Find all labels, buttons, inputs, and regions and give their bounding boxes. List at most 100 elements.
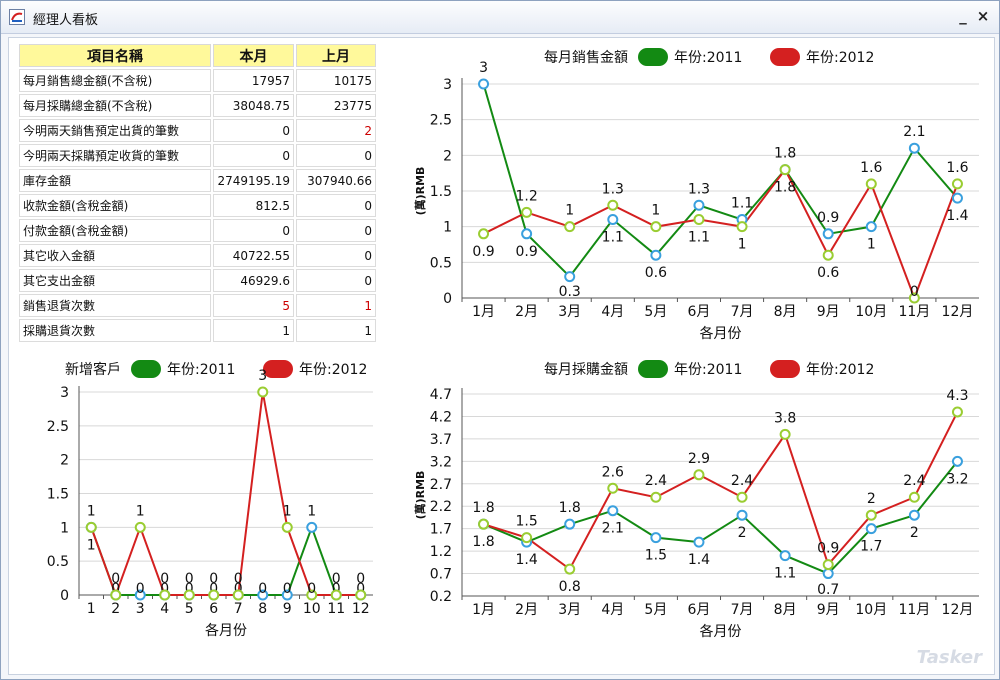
row-last-month-value: 0	[296, 219, 376, 242]
x-axis-title: 各月份	[205, 623, 247, 639]
row-last-month-value: 0	[296, 244, 376, 267]
x-tick-label: 2	[111, 601, 120, 617]
legend-label-0: 年份:2011	[674, 362, 742, 378]
row-last-month-value: 0	[296, 144, 376, 167]
data-point	[736, 221, 748, 233]
data-label: 0	[111, 581, 120, 597]
dashboard-content: 項目名稱 本月 上月 每月銷售總金額(不含稅) 17957 10175 每月採購總金額…	[8, 37, 995, 675]
row-this-month-value: 0	[213, 219, 294, 242]
x-tick-label: 12	[352, 601, 370, 617]
x-tick-label: 1月	[472, 304, 495, 320]
y-tick-label: 3.7	[430, 432, 452, 448]
data-label: 1.1	[688, 230, 710, 246]
minimize-button[interactable]: _	[959, 7, 967, 25]
y-tick-label: 0.5	[430, 255, 452, 271]
data-label: 0.8	[559, 579, 581, 595]
row-label: 今明兩天採購預定收貨的筆數	[19, 144, 211, 167]
y-tick-label: 2.2	[430, 499, 452, 515]
data-label: 0	[910, 284, 919, 300]
data-label: 1.2	[515, 188, 537, 204]
row-this-month-value: 1	[213, 319, 294, 342]
data-point	[865, 523, 877, 535]
x-tick-label: 2月	[515, 304, 538, 320]
data-point	[951, 406, 963, 418]
sales-chart: 每月銷售金額 年份:2011 年份:2012 0 0.5 1 1.5 2 2.5 3 1月 2月 3月 4…	[413, 48, 979, 342]
x-tick-label: 11月	[898, 602, 930, 618]
data-label: 1.3	[688, 181, 710, 197]
table-body: 每月銷售總金額(不含稅) 17957 10175 每月採購總金額(不含稅) 38048.…	[19, 69, 376, 342]
series-line-0	[482, 83, 959, 279]
table-row: 每月採購總金額(不含稅) 38048.75 23775	[19, 94, 376, 117]
header-this-month: 本月	[213, 44, 294, 67]
data-label: 1	[87, 503, 96, 519]
data-point	[908, 292, 920, 304]
x-tick-label: 3月	[558, 304, 581, 320]
chart-title: 每月採購金額	[544, 362, 628, 378]
tasker-watermark: Tasker	[916, 647, 982, 668]
data-label: 1	[651, 203, 660, 219]
close-button[interactable]: ×	[976, 7, 990, 25]
y-tick-label: 2.5	[47, 419, 69, 435]
data-label: 1.4	[946, 208, 968, 224]
legend-label-1: 年份:2012	[299, 362, 367, 378]
row-label: 銷售退貨次數	[19, 294, 211, 317]
row-last-month-value: 23775	[296, 94, 376, 117]
title-bar[interactable]: 經理人看板 _ ×	[1, 1, 999, 34]
x-tick-label: 4月	[601, 602, 624, 618]
x-tick-label: 1月	[472, 602, 495, 618]
y-tick-label: 4.2	[430, 409, 452, 425]
data-label: 0.6	[817, 265, 839, 281]
row-this-month-value: 0	[213, 144, 294, 167]
data-label: 0.6	[645, 265, 667, 281]
x-tick-label: 5月	[644, 304, 667, 320]
legend-swatch-0	[638, 360, 668, 378]
x-tick-label: 9月	[817, 304, 840, 320]
data-label: 2	[910, 525, 919, 541]
row-this-month-value: 40722.55	[213, 244, 294, 267]
data-point	[822, 228, 834, 240]
data-label: 1.6	[946, 160, 968, 176]
table-row: 庫存金額 2749195.19 307940.66	[19, 169, 376, 192]
purchases-chart: 每月採購金額 年份:2011 年份:2012 0.2 0.7 1.2 1.7 2.2 2.7 3.…	[413, 360, 979, 640]
x-tick-label: 7	[234, 601, 243, 617]
data-label: 1	[283, 503, 292, 519]
data-label: 3.8	[774, 410, 796, 426]
table-row: 其它支出金額 46929.6 0	[19, 269, 376, 292]
data-label: 1	[565, 203, 574, 219]
y-tick-label: 1.5	[47, 487, 69, 503]
data-point	[306, 589, 318, 601]
data-point	[478, 78, 490, 90]
data-label: 0.3	[559, 284, 581, 300]
data-point	[281, 589, 293, 601]
x-tick-label: 9	[283, 601, 292, 617]
y-tick-label: 0	[60, 588, 69, 604]
data-label: 0.9	[472, 244, 494, 260]
legend-label-0: 年份:2011	[674, 50, 742, 66]
data-point	[110, 589, 122, 601]
header-item-name: 項目名稱	[19, 44, 211, 67]
data-label: 2.4	[731, 473, 753, 489]
table-row: 每月銷售總金額(不含稅) 17957 10175	[19, 69, 376, 92]
data-label: 1	[136, 503, 145, 519]
data-point	[736, 509, 748, 521]
data-label: 1.8	[774, 180, 796, 196]
app-icon	[9, 9, 25, 25]
data-label: 1.4	[688, 552, 710, 568]
data-point	[183, 589, 195, 601]
data-label: 0	[185, 571, 194, 587]
legend-swatch-0	[131, 360, 161, 378]
y-tick-label: 2	[60, 453, 69, 469]
data-point	[564, 221, 576, 233]
data-label: 0.9	[817, 210, 839, 226]
y-axis-title: (萬)RMB	[413, 471, 427, 520]
header-last-month: 上月	[296, 44, 376, 67]
row-label: 今明兩天銷售預定出貨的筆數	[19, 119, 211, 142]
series-line-1	[483, 411, 959, 571]
data-label: 2.1	[903, 124, 925, 140]
data-point	[908, 142, 920, 154]
data-point	[693, 469, 705, 481]
data-label: 0	[160, 581, 169, 597]
data-point	[822, 559, 834, 571]
x-tick-label: 4	[160, 601, 169, 617]
data-label: 1	[738, 237, 747, 253]
